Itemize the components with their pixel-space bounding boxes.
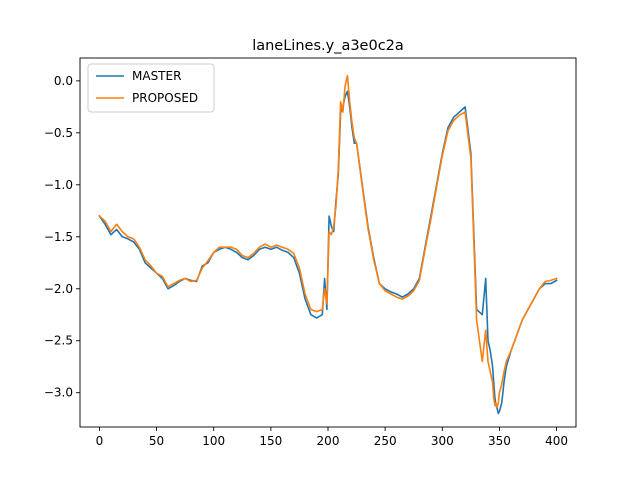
legend-label-proposed: PROPOSED [132,91,198,105]
y-tick-label: 0.0 [54,74,73,88]
x-tick-label: 150 [259,434,282,448]
series-line-proposed [98,74,558,409]
y-tick-label: −0.5 [44,126,73,140]
legend: MASTER PROPOSED [87,63,215,113]
y-tick-label: −1.5 [44,230,73,244]
y-tick-label: −1.0 [44,178,73,192]
axes: 0 50 100 150 200 250 300 350 400 0.0 −0.5 −1.0 −1.5 −… [44,57,577,448]
y-tick-label: −2.0 [44,282,73,296]
x-tick-label: 400 [545,434,568,448]
plot-area [98,74,558,415]
legend-label-master: MASTER [132,69,181,83]
x-tick-label: 0 [96,434,104,448]
chart-title: laneLines.y_a3e0c2a [252,38,404,54]
x-tick-label: 300 [431,434,454,448]
y-tick-label: −2.5 [44,334,73,348]
x-tick-label: 250 [374,434,397,448]
x-tick-label: 200 [317,434,340,448]
x-tick-label: 350 [488,434,511,448]
x-tick-label: 100 [202,434,225,448]
y-tick-label: −3.0 [44,386,73,400]
x-tick-label: 50 [149,434,164,448]
